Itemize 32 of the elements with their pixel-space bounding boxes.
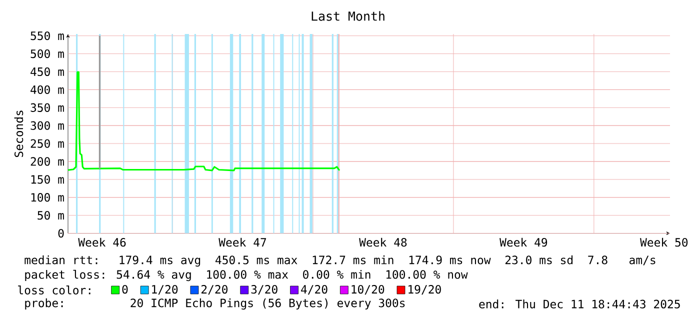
text: packet loss: 54.64 % avg 100.00 % max 0.00 % min 100.00 % now xyxy=(25,270,468,282)
legend-label: 1/20 xyxy=(152,285,178,295)
x-tick-label: Week 46 xyxy=(78,238,126,247)
x-tick-label: Week 48 xyxy=(359,238,407,247)
y-tick-label: 50 m xyxy=(38,211,64,220)
legend-label: 19/20 xyxy=(408,285,441,295)
y-tick-label: 250 m xyxy=(30,139,64,148)
x-tick-label: Week 47 xyxy=(218,238,266,247)
legend-label: 4/20 xyxy=(301,285,328,295)
line-series xyxy=(67,71,340,172)
x-tick-label: Week 50 xyxy=(640,238,688,247)
chart-title: Last Month xyxy=(312,11,384,21)
text: probe: 20 ICMP Echo Pings (56 Bytes) every 300s xyxy=(25,298,405,310)
y-tick-label: 350 m xyxy=(30,103,64,112)
legend-label: 2/20 xyxy=(201,285,228,295)
y-tick-label: 300 m xyxy=(30,121,64,130)
y-tick-label: 200 m xyxy=(30,157,64,166)
x-tick-label: Week 49 xyxy=(500,238,548,247)
legend-label: 0 xyxy=(122,285,128,294)
y-tick-label: 0 xyxy=(58,228,64,238)
legend-title: loss color: xyxy=(18,286,90,294)
y-tick-label: 150 m xyxy=(31,175,64,184)
legend-label: 10/20 xyxy=(352,285,384,295)
y-axis-title: Seconds xyxy=(14,110,24,158)
y-tick-label: 400 m xyxy=(30,85,64,94)
y-tick-label: 100 m xyxy=(31,193,64,202)
y-tick-label: 450 m xyxy=(30,67,64,76)
y-tick-label: 500 m xyxy=(30,49,64,58)
y-tick-label: 550 m xyxy=(30,31,64,40)
legend-label: 3/20 xyxy=(251,285,278,295)
text: median rtt: 179.4 ms avg 450.5 ms max 172.7 ms min 174.9 ms now 23.0 ms sd 7.8 am/s xyxy=(24,255,656,267)
text: end: Thu Dec 11 18:44:43 2025 xyxy=(479,300,680,308)
